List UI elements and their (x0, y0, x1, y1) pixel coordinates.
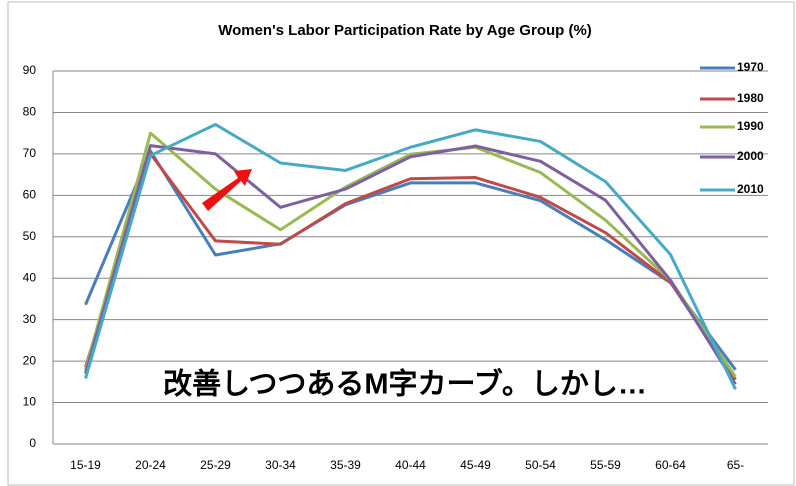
x-tick-label: 30-34 (265, 458, 296, 472)
x-tick-label: 15-19 (70, 458, 101, 472)
series-line (84, 144, 737, 386)
y-tick-label: 50 (23, 229, 37, 243)
series-line (84, 149, 737, 371)
series-line (84, 152, 737, 381)
chart-title: Women's Labor Participation Rate by Age … (218, 22, 592, 39)
y-tick-label: 30 (23, 312, 37, 326)
y-tick-label: 20 (23, 353, 37, 367)
legend-label: 1990 (737, 119, 764, 133)
x-tick-label: 60-64 (655, 458, 686, 472)
y-tick-label: 70 (23, 146, 37, 160)
legend-label: 1970 (737, 60, 764, 74)
x-tick-label: 20-24 (135, 458, 166, 472)
arrow (202, 169, 252, 211)
plot-area: 0 10 20 30 40 50 60 70 80 90 15-19 20-24 25-29 30-34 3… (23, 60, 768, 472)
y-tick-label: 10 (23, 395, 37, 409)
x-tick-label: 50-54 (525, 458, 556, 472)
y-tick-label: 60 (23, 188, 37, 202)
annotation: 改善しつつあるM字カーブ。しかし… (163, 367, 647, 401)
series-line (84, 131, 737, 378)
y-tick-label: 0 (29, 436, 36, 450)
y-tick-label: 90 (23, 63, 37, 77)
x-tick-label: 65- (727, 458, 744, 472)
legend-label: 1980 (737, 91, 764, 105)
legend-label: 2000 (737, 149, 764, 163)
y-tick-label: 80 (23, 105, 37, 119)
chart-frame (7, 1, 795, 486)
x-tick-label: 55-59 (590, 458, 621, 472)
x-tick-label: 45-49 (460, 458, 491, 472)
x-tick-label: 25-29 (200, 458, 231, 472)
legend-label: 2010 (737, 182, 764, 196)
series-line (84, 122, 737, 390)
y-tick-label: 40 (23, 270, 37, 284)
x-tick-label: 35-39 (330, 458, 361, 472)
x-tick-label: 40-44 (395, 458, 426, 472)
